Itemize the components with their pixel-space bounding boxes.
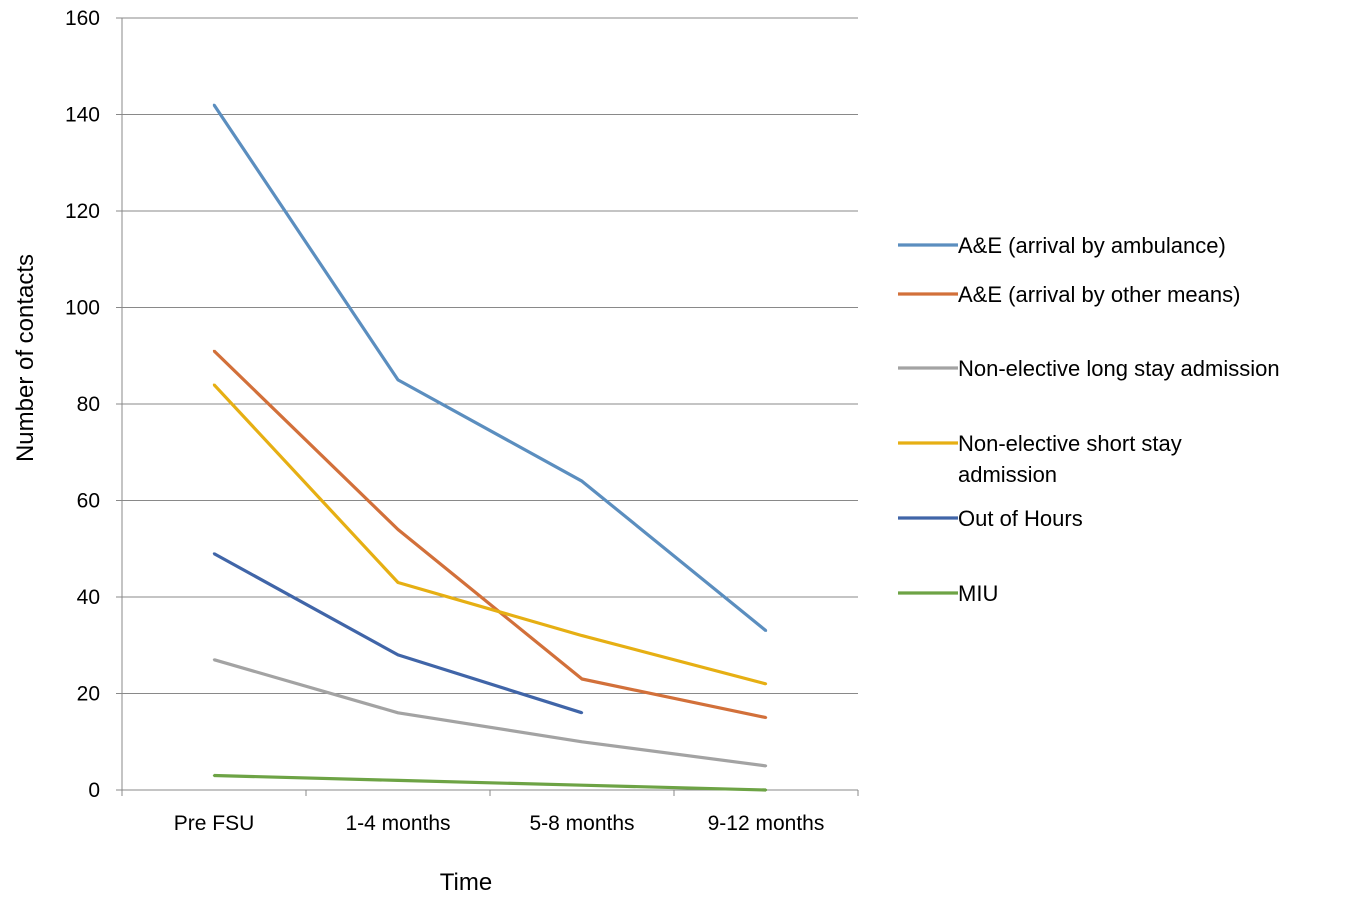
y-tick-label: 100 (65, 297, 100, 320)
series-line (212, 349, 767, 720)
data-point (764, 764, 768, 768)
data-point (212, 383, 216, 386)
data-point (212, 349, 216, 353)
data-point (580, 711, 584, 714)
legend-label: A&E (arrival by ambulance) (958, 233, 1226, 258)
data-point (212, 103, 216, 107)
data-point (396, 581, 400, 584)
data-point (212, 774, 216, 777)
series-lines (212, 103, 768, 792)
series-line (212, 383, 767, 686)
legend-label-line: admission (958, 462, 1057, 487)
legend-label: Non-elective short stay admission (958, 431, 1182, 487)
y-tick-label: 0 (88, 779, 100, 802)
y-tick-label: 120 (65, 200, 100, 223)
legend-label: Non-elective long stay admission (958, 356, 1280, 381)
data-point (396, 779, 400, 782)
legend-label: MIU (958, 581, 998, 606)
x-tick-label: Pre FSU (174, 812, 255, 835)
y-tick-label: 40 (77, 586, 100, 609)
y-tick-label: 160 (65, 7, 100, 30)
data-point (764, 716, 768, 719)
data-point (580, 634, 584, 637)
data-point (580, 783, 584, 787)
legend-label: Out of Hours (958, 506, 1083, 531)
y-tick-label: 140 (65, 104, 100, 127)
y-tick-label: 80 (77, 393, 100, 416)
legend: A&E (arrival by ambulance) A&E (arrival b… (898, 233, 1280, 606)
gridlines (122, 17, 858, 694)
data-point (580, 480, 584, 483)
data-point (396, 528, 400, 531)
y-axis-title: Number of contacts (12, 254, 39, 462)
x-axis-title: Time (440, 869, 492, 896)
data-point (212, 552, 216, 555)
series-line (212, 104, 768, 633)
series-line (213, 773, 767, 792)
x-tick-label: 1-4 months (345, 812, 450, 835)
data-point (212, 658, 216, 661)
data-point (580, 677, 584, 681)
data-point (580, 740, 584, 743)
data-point (764, 629, 768, 632)
legend-label-line: Non-elective short stay (958, 431, 1182, 456)
x-tick-label: 9-12 months (708, 812, 825, 835)
data-point (764, 788, 768, 792)
axes: 0 20 40 60 80 100 120 140 160 Pre FSU 1-4 months 5-… (65, 7, 859, 835)
data-point (396, 711, 400, 714)
data-point (396, 378, 400, 382)
series-line (213, 658, 767, 768)
y-tick-label: 60 (77, 490, 100, 513)
legend-label: A&E (arrival by other means) (958, 282, 1240, 307)
x-tick-label: 5-8 months (529, 812, 634, 835)
y-tick-label: 20 (77, 683, 100, 706)
data-point (764, 682, 768, 686)
data-point (396, 653, 400, 657)
